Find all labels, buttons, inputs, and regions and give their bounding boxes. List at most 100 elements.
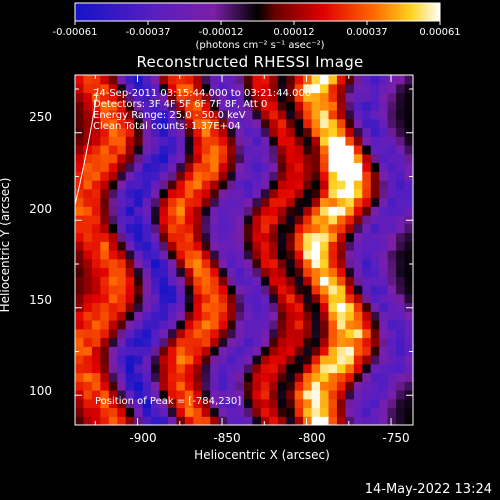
- heatmap-cell: [294, 398, 304, 409]
- heatmap-cell: [328, 118, 338, 129]
- heatmap-cell: [404, 118, 413, 129]
- heatmap-cell: [286, 293, 296, 304]
- heatmap-cell: [260, 363, 270, 374]
- heatmap-cell: [193, 398, 203, 409]
- heatmap-cell: [201, 153, 211, 164]
- heatmap-cell: [159, 381, 169, 391]
- heatmap-cell: [260, 197, 270, 207]
- heatmap-cell: [336, 390, 346, 400]
- heatmap-cell: [210, 258, 220, 269]
- heatmap-cell: [83, 311, 93, 321]
- heatmap-cell: [117, 407, 127, 417]
- heatmap-cell: [167, 250, 177, 260]
- heatmap-cell: [320, 407, 330, 417]
- heatmap-cell: [404, 110, 413, 120]
- heatmap-cell: [277, 250, 287, 260]
- heatmap-cell: [252, 241, 262, 251]
- heatmap-cell: [269, 180, 279, 190]
- heatmap-cell: [311, 337, 321, 347]
- heatmap-cell: [404, 127, 413, 137]
- heatmap-cell: [167, 390, 177, 400]
- heatmap-cell: [159, 180, 169, 190]
- heatmap-cell: [75, 83, 85, 94]
- heatmap-cell: [345, 180, 355, 190]
- heatmap-cell: [108, 206, 118, 216]
- heatmap-cell: [277, 407, 287, 417]
- heatmap-cell: [362, 320, 372, 330]
- heatmap-cell: [345, 355, 355, 365]
- heatmap-cell: [362, 328, 372, 339]
- heatmap-cell: [362, 223, 372, 234]
- heatmap-cell: [176, 180, 186, 190]
- heatmap-cell: [142, 416, 152, 425]
- heatmap-cell: [176, 101, 186, 111]
- axis-ticks: [75, 75, 413, 425]
- heatmap-cell: [303, 302, 313, 312]
- heatmap-cell: [379, 250, 389, 260]
- heatmap-cell: [151, 241, 161, 251]
- heatmap-cell: [362, 407, 372, 417]
- heatmap-cell: [269, 153, 279, 164]
- heatmap-cell: [303, 83, 313, 94]
- heatmap-cell: [362, 363, 372, 374]
- heatmap-cell: [269, 328, 279, 339]
- heatmap-cell: [404, 355, 413, 365]
- heatmap-cell: [260, 293, 270, 304]
- heatmap-cell: [336, 320, 346, 330]
- heatmap-cell: [362, 162, 372, 172]
- heatmap-cell: [294, 110, 304, 120]
- heatmap-cell: [100, 188, 110, 199]
- heatmap-cell: [320, 145, 330, 155]
- heatmap-cell: [260, 241, 270, 251]
- heatmap-cell: [311, 363, 321, 374]
- heatmap-cell: [117, 390, 127, 400]
- colorbar-tick-label: -0.00061: [52, 27, 98, 38]
- heatmap-cell: [210, 381, 220, 391]
- heatmap-cell: [142, 311, 152, 321]
- heatmap-cell: [336, 215, 346, 225]
- heatmap-cell: [370, 416, 380, 425]
- heatmap-cell: [336, 337, 346, 347]
- heatmap-cell: [303, 337, 313, 347]
- heatmap-cell: [235, 276, 245, 286]
- heatmap-cell: [134, 92, 144, 102]
- heatmap-cell: [159, 171, 169, 181]
- heatmap-cell: [142, 223, 152, 234]
- heatmap-cell: [201, 127, 211, 137]
- heatmap-cell: [260, 328, 270, 339]
- heatmap-cell: [311, 188, 321, 199]
- heatmap-cell: [328, 83, 338, 94]
- heatmap-cell: [320, 153, 330, 164]
- heatmap-cell: [303, 153, 313, 164]
- heatmap-cell: [362, 372, 372, 382]
- heatmap-cell: [379, 162, 389, 172]
- heatmap-cell: [286, 320, 296, 330]
- heatmap-cell: [117, 232, 127, 242]
- heatmap-cell: [176, 241, 186, 251]
- heatmap-cell: [184, 188, 194, 199]
- heatmap-cell: [100, 337, 110, 347]
- heatmap-cell: [370, 92, 380, 102]
- heatmap-cell: [75, 355, 85, 365]
- heatmap-cell: [83, 180, 93, 190]
- heatmap-cell: [336, 180, 346, 190]
- heatmap-cell: [83, 215, 93, 225]
- heatmap-cell: [184, 363, 194, 374]
- heatmap-cell: [269, 293, 279, 304]
- heatmap-cell: [379, 206, 389, 216]
- heatmap-cell: [244, 110, 254, 120]
- heatmap-cell: [336, 416, 346, 425]
- heatmap-cell: [370, 267, 380, 277]
- heatmap-cell: [277, 75, 287, 85]
- heatmap-cell: [269, 223, 279, 234]
- heatmap-cell: [379, 363, 389, 374]
- heatmap-cell: [201, 372, 211, 382]
- heatmap-cell: [379, 293, 389, 304]
- heatmap-cell: [353, 407, 363, 417]
- heatmap-cell: [108, 276, 118, 286]
- heatmap-cell: [218, 285, 228, 295]
- heatmap-cell: [404, 346, 413, 356]
- heatmap-cell: [345, 258, 355, 269]
- heatmap-cell: [303, 110, 313, 120]
- heatmap-cell: [336, 92, 346, 102]
